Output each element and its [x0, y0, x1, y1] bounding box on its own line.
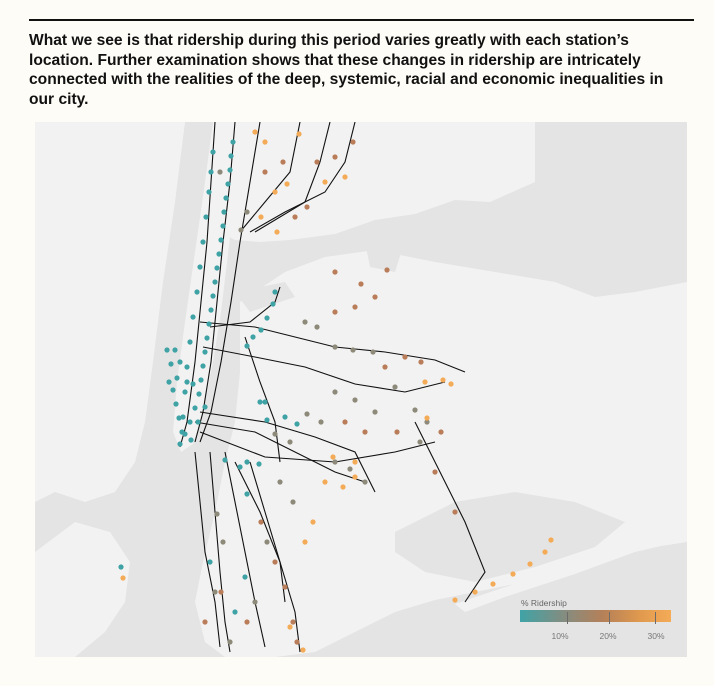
- line-brighton: [224, 451, 266, 648]
- legend-tick-10: [567, 612, 568, 624]
- legend-tick-label-20: 20%: [599, 631, 617, 641]
- line-canarsie: [199, 411, 376, 493]
- line-bronx-east: [239, 122, 301, 233]
- staten-island-land: [35, 522, 130, 657]
- legend-title: % Ridership: [521, 598, 567, 608]
- legend-tick-label-10: 10%: [551, 631, 569, 641]
- top-rule: [29, 19, 694, 21]
- line-jamaica: [194, 421, 366, 483]
- subway-ridership-map[interactable]: [35, 122, 687, 657]
- line-4th-ave: [194, 451, 221, 648]
- stations-mid-high[interactable]: [202, 139, 458, 645]
- line-lexington: [179, 122, 216, 448]
- new-jersey-land: [35, 122, 185, 502]
- line-nostrand: [249, 461, 286, 603]
- jamaica-bay: [395, 492, 625, 582]
- manhattan-land: [173, 122, 241, 452]
- bronx-land: [220, 122, 535, 242]
- line-8th-ave: [199, 122, 261, 443]
- stations: [118, 129, 554, 653]
- land-masses: [35, 122, 687, 657]
- queens-brooklyn-land: [195, 250, 687, 657]
- flushing-bay: [365, 240, 405, 272]
- intro-paragraph: What we see is that ridership during thi…: [29, 32, 664, 108]
- line-astoria: [209, 286, 281, 328]
- line-bronx-pelham: [249, 122, 356, 233]
- legend-color-scale: [520, 610, 671, 622]
- map-svg: [35, 122, 687, 657]
- ridership-legend: % Ridership 10% 20% 30%: [520, 598, 672, 644]
- line-sea-beach: [209, 451, 231, 653]
- legend-tick-20: [609, 612, 610, 624]
- east-river-inlet: [235, 282, 295, 312]
- water-features: [235, 240, 625, 582]
- rockaway-land: [455, 527, 687, 612]
- stations-queens-low[interactable]: [118, 289, 300, 615]
- subway-lines: [179, 122, 486, 653]
- line-bronx-white-plains: [254, 122, 331, 233]
- stations-manhattan[interactable]: [164, 139, 236, 447]
- line-rockaway: [414, 421, 486, 603]
- legend-tick-label-30: 30%: [647, 631, 665, 641]
- stations-high[interactable]: [120, 129, 554, 653]
- legend-tick-30: [655, 612, 656, 624]
- stations-mid[interactable]: [212, 169, 430, 645]
- line-queens-blvd: [202, 346, 446, 393]
